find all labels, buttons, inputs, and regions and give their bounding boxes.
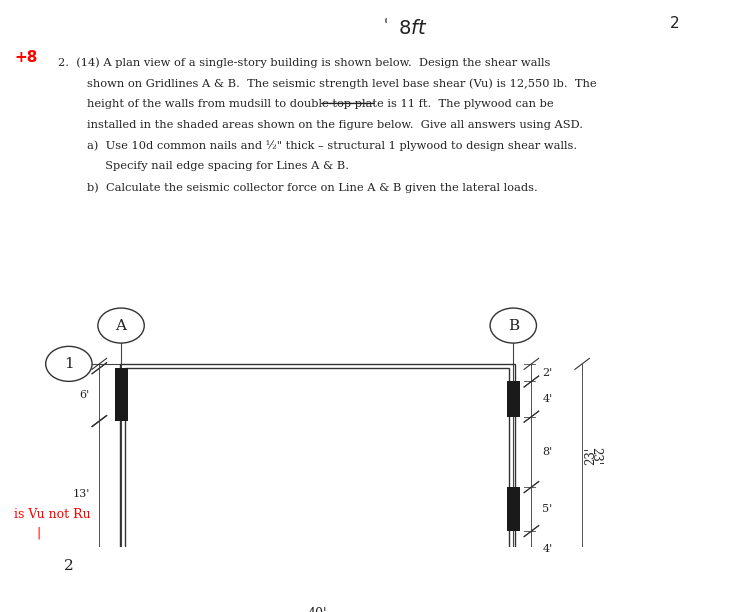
Text: 5': 5' (542, 504, 553, 514)
Text: 2: 2 (669, 17, 679, 31)
Bar (506, 381, 520, 417)
Text: +8: +8 (15, 50, 38, 65)
Text: $8ft$: $8ft$ (399, 19, 428, 38)
Text: Specify nail edge spacing for Lines A & B.: Specify nail edge spacing for Lines A & … (87, 162, 349, 171)
Text: 4': 4' (542, 394, 553, 404)
Text: is Vu not Ru: is Vu not Ru (15, 508, 91, 521)
Text: 2: 2 (64, 559, 73, 573)
Text: 2': 2' (542, 368, 553, 378)
Text: 23': 23' (584, 447, 597, 465)
Text: height of the walls from mudsill to double top plate is 11 ft.  The plywood can : height of the walls from mudsill to doub… (87, 99, 553, 109)
Text: |: | (36, 527, 40, 540)
Text: A: A (115, 319, 126, 332)
Text: a)  Use 10d common nails and ½" thick – structural 1 plywood to design shear wal: a) Use 10d common nails and ½" thick – s… (87, 141, 577, 151)
Circle shape (98, 308, 145, 343)
Circle shape (46, 549, 92, 584)
Text: 6': 6' (80, 390, 90, 400)
Text: 4': 4' (542, 543, 553, 554)
Text: 1: 1 (64, 357, 73, 371)
Bar (126, 368, 509, 562)
Bar (120, 364, 515, 566)
Circle shape (490, 308, 537, 343)
Bar (115, 368, 128, 421)
Text: installed in the shaded areas shown on the figure below.  Give all answers using: installed in the shaded areas shown on t… (87, 120, 583, 130)
Circle shape (46, 346, 92, 381)
Text: 13': 13' (73, 489, 90, 499)
Text: b)  Calculate the seismic collector force on Line A & B given the lateral loads.: b) Calculate the seismic collector force… (87, 182, 538, 193)
Bar (506, 487, 520, 531)
Text: 2.  (14) A plan view of a single-story building is shown below.  Design the shea: 2. (14) A plan view of a single-story bu… (58, 58, 550, 68)
Text: 40': 40' (308, 607, 327, 612)
Text: B: B (508, 319, 519, 332)
Text: 23': 23' (589, 447, 602, 465)
Text: shown on Gridlines A & B.  The seismic strength level base shear (Vu) is 12,550 : shown on Gridlines A & B. The seismic st… (87, 78, 597, 89)
Text: 8': 8' (542, 447, 553, 457)
